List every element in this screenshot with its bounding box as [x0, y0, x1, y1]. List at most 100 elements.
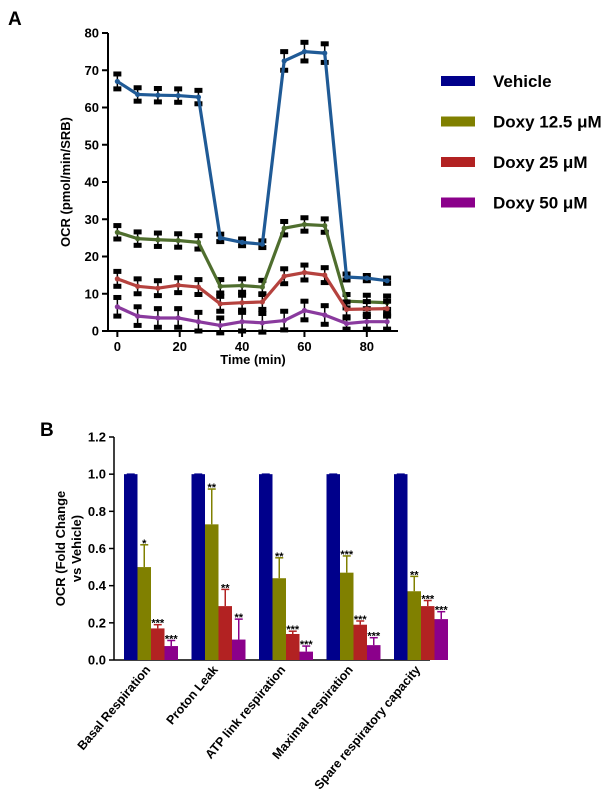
y-tick-label: 70: [85, 63, 99, 78]
series-line: [116, 50, 388, 283]
data-point: [343, 306, 350, 312]
data-point: [343, 274, 350, 280]
legend-swatch: [441, 197, 475, 208]
bar: [164, 646, 178, 660]
data-point: [384, 306, 390, 312]
error-cap: [280, 218, 289, 224]
significance-label: **: [221, 582, 230, 594]
panel-a-label: A: [8, 9, 22, 30]
error-cap: [342, 291, 351, 297]
error-cap: [362, 311, 371, 317]
bar: [326, 474, 340, 660]
category-label: Proton Leak: [164, 663, 221, 727]
x-tick-label: 80: [360, 339, 374, 354]
data-point: [135, 91, 141, 98]
error-cap: [383, 298, 392, 304]
error-cap: [194, 309, 203, 315]
error-cap: [216, 293, 225, 299]
error-cap: [320, 303, 329, 309]
data-point: [135, 313, 141, 319]
legend: Vehicle Doxy 12.5 μM Doxy 25 μM Doxy 50 μM: [441, 72, 602, 213]
data-point: [155, 92, 161, 98]
error-cap: [238, 328, 247, 334]
data-point: [195, 94, 202, 100]
data-point: [343, 320, 350, 327]
significance-label: ***: [165, 633, 179, 645]
error-cap: [383, 326, 392, 332]
bar: [218, 606, 232, 660]
y-tick-label: 0: [92, 324, 99, 339]
error-cap: [258, 245, 267, 251]
error-cap: [362, 278, 371, 284]
error-cap: [133, 322, 142, 328]
y-tick-label: 1.0: [88, 467, 106, 482]
data-point: [114, 229, 120, 235]
bar: [205, 524, 219, 660]
y-axis-title: vs Vehicle): [69, 515, 84, 582]
error-cap: [113, 223, 122, 229]
significance-label: ***: [354, 614, 368, 626]
data-point: [114, 276, 120, 282]
data-point: [364, 306, 370, 312]
error-cap: [258, 277, 267, 283]
error-cap: [362, 299, 371, 305]
error-cap: [194, 328, 203, 334]
y-tick-label: 50: [85, 137, 99, 152]
error-cap: [174, 306, 183, 312]
data-point: [217, 301, 223, 307]
data-point: [175, 237, 181, 244]
error-cap: [320, 280, 329, 286]
y-tick-label: 30: [85, 212, 99, 227]
series-line: [116, 222, 388, 305]
data-point: [259, 299, 265, 305]
error-cap: [133, 304, 142, 310]
significance-label: ***: [340, 549, 354, 561]
data-point: [384, 319, 390, 325]
error-cap: [174, 231, 183, 237]
data-point: [195, 239, 202, 245]
bar: [367, 645, 381, 660]
error-cap: [133, 85, 142, 91]
legend-label: Doxy 25 μM: [493, 153, 588, 172]
error-cap: [300, 298, 309, 304]
error-cap: [238, 292, 247, 298]
data-point: [239, 319, 245, 325]
y-tick-label: 20: [85, 249, 99, 264]
error-cap: [216, 330, 225, 336]
significance-label: **: [234, 612, 243, 624]
error-cap: [153, 278, 162, 284]
error-cap: [133, 98, 142, 104]
bar: [434, 619, 448, 660]
data-point: [281, 273, 287, 279]
significance-label: ***: [151, 618, 165, 630]
error-cap: [280, 327, 289, 333]
data-point: [322, 272, 328, 278]
x-tick-label: 60: [297, 339, 311, 354]
error-cap: [362, 326, 371, 332]
data-point: [155, 315, 161, 321]
bar: [124, 474, 138, 660]
error-cap: [216, 239, 225, 245]
data-point: [217, 322, 223, 329]
data-point: [281, 225, 287, 231]
category-label: Basal Respiration: [75, 663, 154, 753]
error-cap: [113, 283, 122, 289]
bar: [232, 639, 246, 660]
significance-label: *: [142, 538, 147, 550]
error-cap: [216, 277, 225, 283]
error-cap: [174, 244, 183, 250]
bar: [151, 628, 165, 660]
error-cap: [383, 280, 392, 286]
error-cap: [258, 329, 267, 335]
bar: [272, 578, 286, 660]
error-cap: [174, 275, 183, 281]
error-cap: [300, 58, 309, 64]
error-cap: [153, 306, 162, 312]
error-cap: [342, 326, 351, 332]
data-point: [114, 78, 120, 85]
y-tick-label: 0.0: [88, 653, 106, 668]
bar: [191, 474, 205, 660]
bar: [394, 474, 408, 660]
error-cap: [342, 277, 351, 283]
error-cap: [258, 291, 267, 297]
